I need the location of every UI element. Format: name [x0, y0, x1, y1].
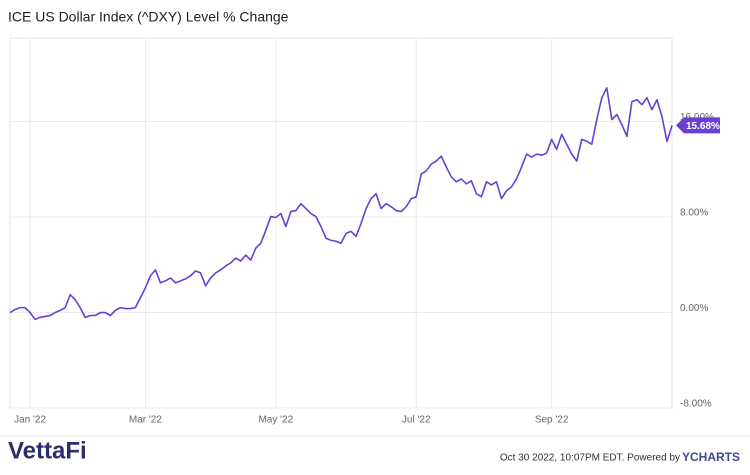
x-tick-label: Jul '22: [402, 415, 431, 426]
x-tick-label: Sep '22: [535, 415, 569, 426]
x-tick-label: May '22: [258, 415, 293, 426]
brand-logo: VettaFi: [8, 437, 87, 464]
line-series: [9, 87, 673, 321]
timestamp: Oct 30 2022, 10:07PM EDT. Powered by: [500, 453, 680, 464]
x-tick-label: Mar '22: [129, 415, 162, 426]
x-tick-label: Jan '22: [14, 415, 46, 426]
y-tick-label: 8.00%: [680, 208, 708, 219]
marks: 15.68%: [9, 87, 720, 321]
y-tick-label: 0.00%: [680, 303, 708, 314]
y-tick-label: -8.00%: [680, 399, 712, 410]
value-label: 15.68%: [686, 121, 720, 132]
value-callout: [676, 117, 720, 134]
source-logo: YCHARTS: [682, 450, 740, 464]
chart-title: ICE US Dollar Index (^DXY) Level % Chang…: [8, 9, 289, 25]
plot-border: [9, 37, 673, 409]
